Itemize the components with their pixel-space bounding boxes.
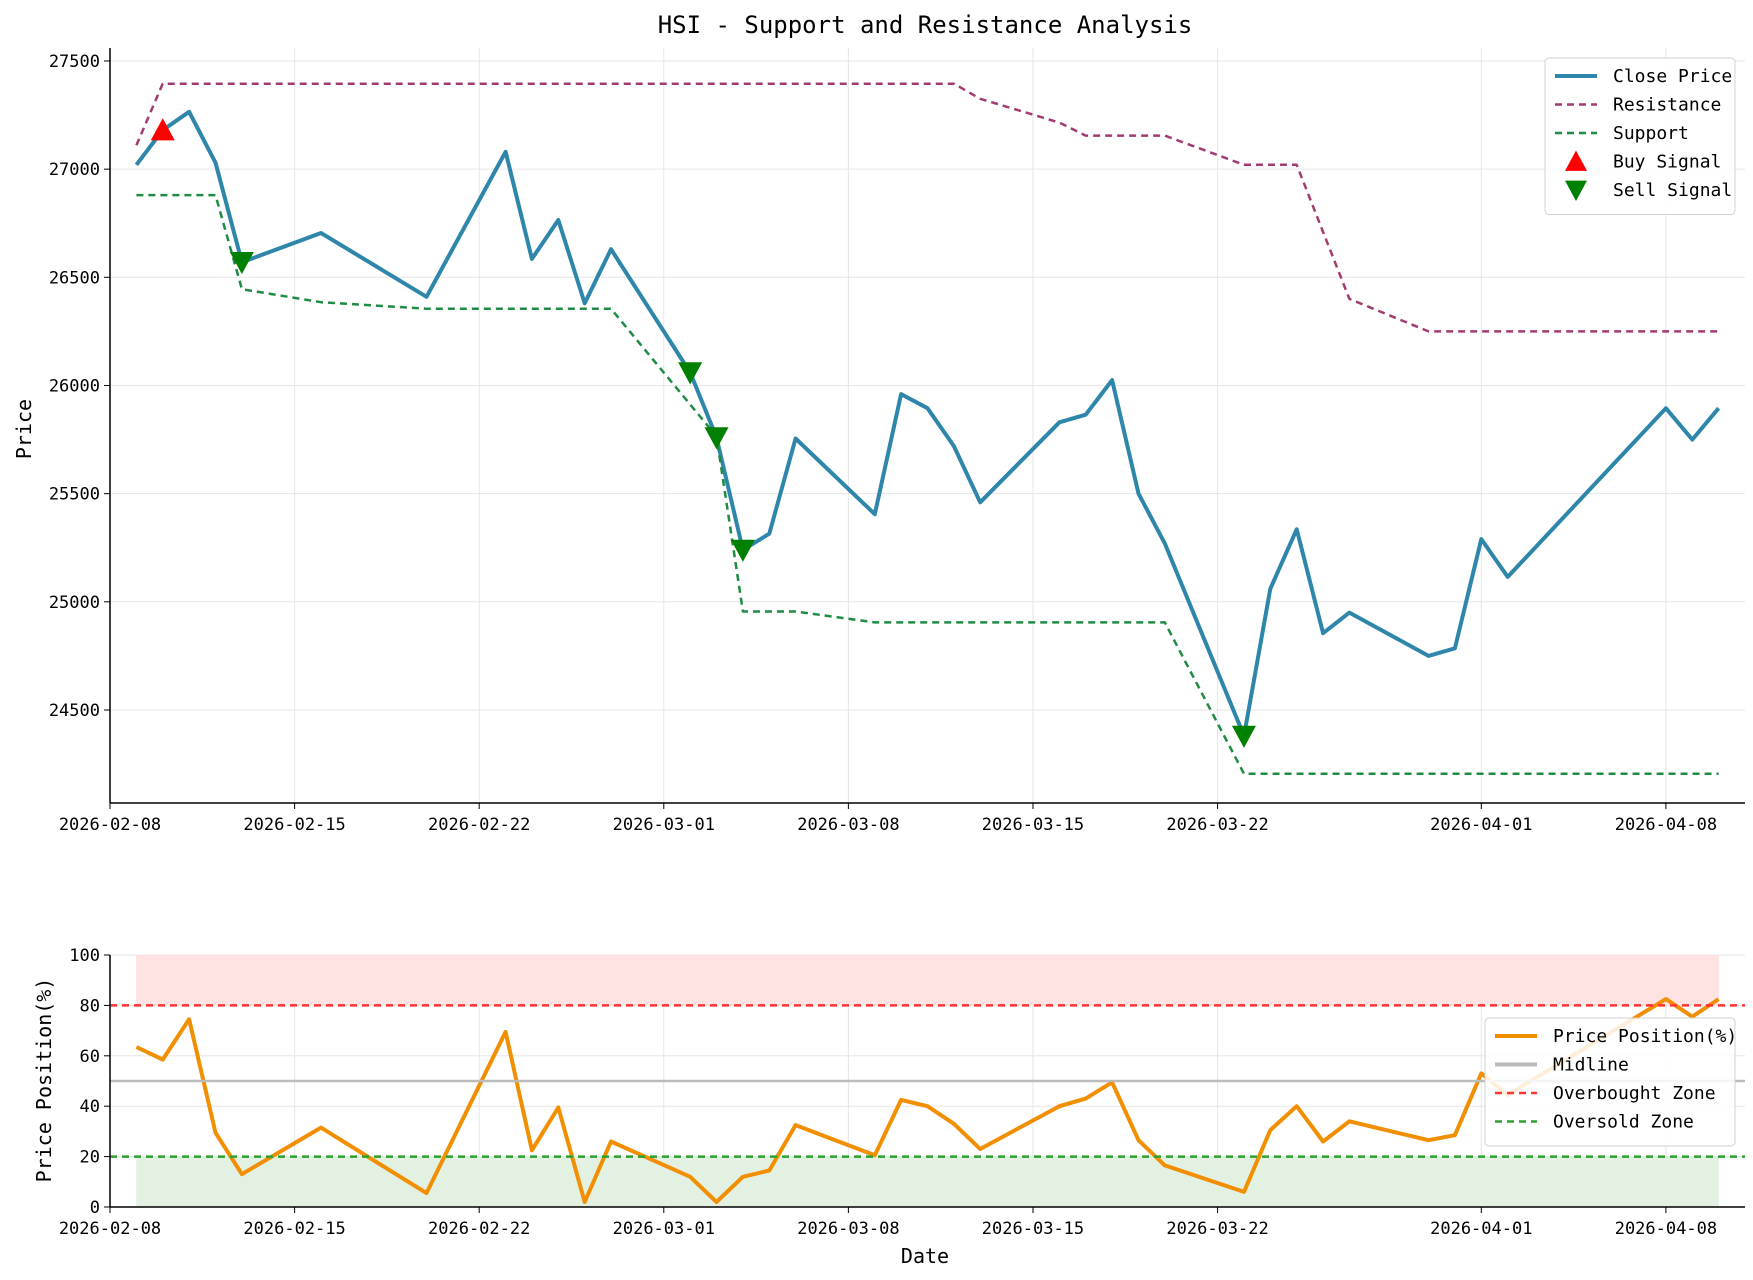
price-chart: HSI - Support and Resistance Analysis 20… xyxy=(12,11,1745,835)
x-tick-label: 2026-03-15 xyxy=(982,815,1084,835)
legend-marker-swatch xyxy=(1565,180,1587,201)
sell-signal-marker xyxy=(229,251,254,275)
legend-label: Support xyxy=(1613,123,1689,144)
y-tick-label: 27000 xyxy=(49,160,100,180)
x-tick-label: 2026-03-01 xyxy=(613,815,715,835)
x-tick-label: 2026-02-22 xyxy=(428,1219,530,1239)
price-y-axis-label: Price xyxy=(12,399,36,459)
legend-label: Sell Signal xyxy=(1613,180,1732,201)
y-tick-label: 24500 xyxy=(49,701,100,721)
y-tick-label: 25500 xyxy=(49,485,100,505)
y-tick-label: 60 xyxy=(80,1047,100,1067)
legend-label: Oversold Zone xyxy=(1553,1112,1694,1133)
zone-band xyxy=(135,1156,1720,1208)
sell-signal-marker xyxy=(678,362,703,385)
position-chart: 2026-02-08 2026-02-15 2026-02-22 2026-03-01… xyxy=(32,946,1745,1268)
x-tick-label: 2026-03-08 xyxy=(797,1219,899,1239)
signal-markers xyxy=(150,118,1256,748)
date-x-axis-label: Date xyxy=(901,1244,949,1268)
position-axes xyxy=(109,955,1745,1208)
position-y-axis-label: Price Position(%) xyxy=(32,978,56,1183)
y-tick-label: 26500 xyxy=(49,268,100,288)
x-tick-label: 2026-04-08 xyxy=(1615,1219,1717,1239)
price-ticks: 2026-02-08 2026-02-15 2026-02-22 2026-03-01… xyxy=(49,52,1717,835)
y-tick-label: 27500 xyxy=(49,52,100,72)
price-legend: Close Price Resistance Support Buy Signal Se… xyxy=(1544,57,1736,215)
buy-signal-marker xyxy=(150,118,175,141)
sell-signal-marker xyxy=(730,539,755,562)
position-ticks: 2026-02-08 2026-02-15 2026-02-22 2026-03-01… xyxy=(59,946,1717,1239)
x-tick-label: 2026-03-15 xyxy=(982,1219,1084,1239)
x-tick-label: 2026-04-08 xyxy=(1615,815,1717,835)
x-tick-label: 2026-02-15 xyxy=(243,1219,345,1239)
x-tick-label: 2026-02-15 xyxy=(243,815,345,835)
x-tick-label: 2026-04-01 xyxy=(1430,815,1532,835)
y-tick-label: 40 xyxy=(80,1097,100,1117)
y-tick-label: 0 xyxy=(90,1198,100,1218)
y-tick-label: 26000 xyxy=(49,376,100,396)
x-tick-label: 2026-03-01 xyxy=(613,1219,715,1239)
x-tick-label: 2026-02-08 xyxy=(59,815,161,835)
y-tick-label: 25000 xyxy=(49,593,100,613)
x-tick-label: 2026-02-22 xyxy=(428,815,530,835)
zone-band xyxy=(135,954,1720,1006)
sell-signal-marker xyxy=(1231,725,1256,748)
legend-label: Midline xyxy=(1553,1055,1629,1076)
price-grid xyxy=(109,48,1745,803)
legend-label: Overbought Zone xyxy=(1553,1083,1716,1104)
series-line-price-position- xyxy=(135,997,1720,1204)
x-tick-label: 2026-03-22 xyxy=(1166,815,1268,835)
x-tick-label: 2026-03-08 xyxy=(797,815,899,835)
legend-label: Buy Signal xyxy=(1613,152,1721,173)
x-tick-label: 2026-04-01 xyxy=(1430,1219,1532,1239)
price-axes xyxy=(109,48,1745,804)
legend-box xyxy=(1484,1017,1736,1147)
legend-label: Price Position(%) xyxy=(1553,1026,1737,1047)
position-legend: Price Position(%) Midline Overbought Zone O… xyxy=(1484,1017,1737,1147)
sell-signal-marker xyxy=(704,427,729,450)
position-bands xyxy=(135,954,1720,1208)
y-tick-label: 20 xyxy=(80,1148,100,1168)
x-tick-label: 2026-02-08 xyxy=(59,1219,161,1239)
x-tick-label: 2026-03-22 xyxy=(1166,1219,1268,1239)
chart-title: HSI - Support and Resistance Analysis xyxy=(658,11,1193,39)
legend-box xyxy=(1544,57,1736,215)
legend-label: Resistance xyxy=(1613,95,1721,116)
y-tick-label: 80 xyxy=(80,996,100,1016)
series-line-close-price xyxy=(134,109,1721,738)
position-series xyxy=(110,997,1745,1204)
legend-label: Close Price xyxy=(1613,66,1732,87)
legend-marker-swatch xyxy=(1565,150,1587,171)
y-tick-label: 100 xyxy=(69,946,100,966)
series-line-resistance xyxy=(135,82,1719,333)
